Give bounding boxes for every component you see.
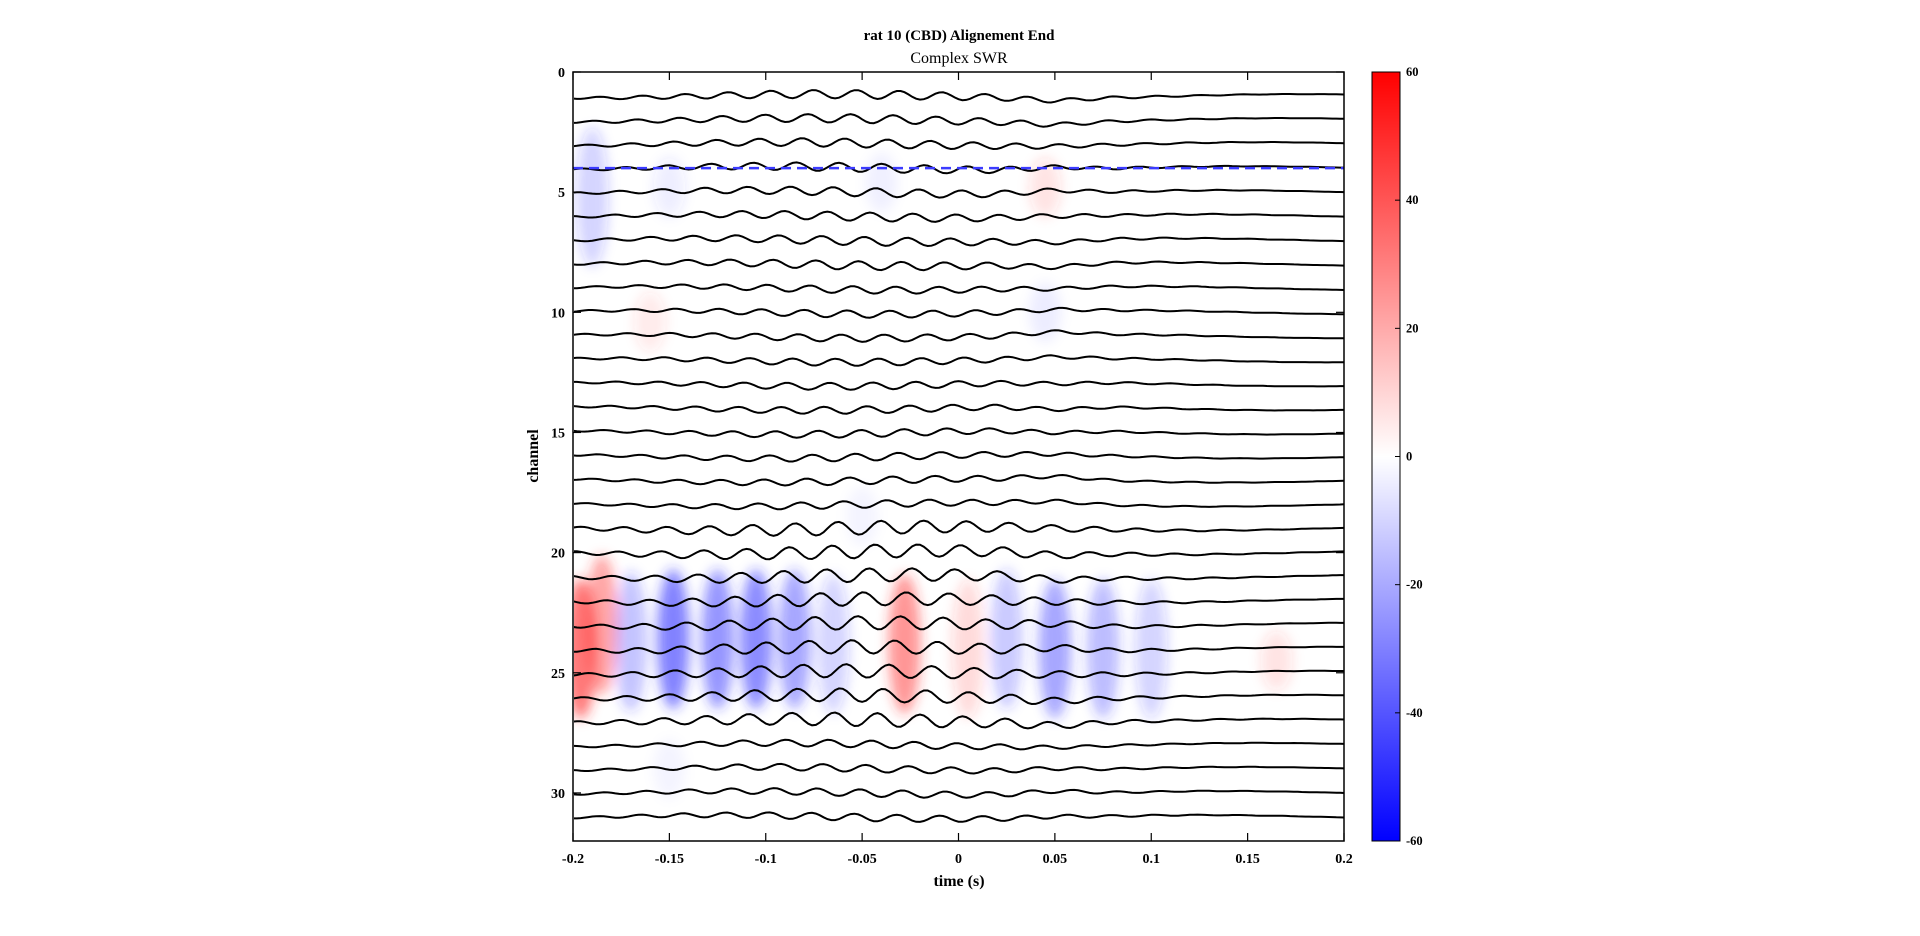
y-axis: 0 5 10 15 20 25 30 [551, 66, 1344, 802]
csd-blob-15 [576, 126, 609, 267]
trace-channel-31 [574, 811, 1344, 823]
trace-channel-18 [574, 498, 1344, 511]
trace-channel-23 [574, 615, 1344, 632]
csd-blob-3 [657, 569, 690, 710]
x-tick-label: -0.1 [755, 852, 777, 867]
y-tick-label: 15 [551, 426, 565, 441]
trace-channel-28 [574, 738, 1344, 751]
csd-blob-14 [1260, 630, 1293, 691]
x-tick-label: 0 [955, 852, 962, 867]
trace-channel-13 [574, 379, 1344, 391]
trace-channel-10 [574, 306, 1344, 319]
lfp-traces [574, 89, 1344, 823]
colorbar-tick-label: 60 [1406, 65, 1419, 79]
trace-channel-1 [574, 89, 1344, 104]
colorbar-axis: -60 -40 -20 0 20 40 60 [1395, 65, 1423, 848]
colorbar-tick-label: 20 [1406, 321, 1419, 335]
csd-blob-21 [846, 486, 879, 547]
trace-channel-5 [574, 185, 1344, 199]
csd-blob-10 [990, 569, 1023, 710]
trace-channel-7 [574, 234, 1344, 248]
trace-channel-20 [574, 543, 1344, 561]
trace-channel-19 [574, 519, 1344, 537]
x-tick-label: 0.1 [1143, 852, 1161, 867]
x-tick-label: -0.15 [655, 852, 684, 867]
trace-channel-3 [574, 137, 1344, 151]
trace-channel-9 [574, 283, 1344, 295]
trace-channel-25 [574, 663, 1344, 680]
trace-channel-24 [574, 639, 1344, 655]
trace-channel-21 [574, 567, 1344, 585]
colorbar-tick-label: -40 [1406, 706, 1423, 720]
csd-heatmap [574, 126, 1293, 799]
csd-blob-19 [634, 291, 667, 352]
csd-blob-7 [817, 573, 850, 714]
trace-channel-6 [574, 209, 1344, 223]
x-tick-label: -0.2 [562, 852, 584, 867]
colorbar-tick-label: 40 [1406, 193, 1419, 207]
chart-title: rat 10 (CBD) Alignement End [864, 28, 1055, 44]
trace-channel-14 [574, 403, 1344, 415]
x-tick-label: 0.05 [1043, 852, 1068, 867]
csd-blob-6 [778, 569, 811, 710]
y-tick-label: 10 [551, 306, 565, 321]
trace-channel-11 [574, 329, 1344, 343]
colorbar-tick-label: 0 [1406, 450, 1412, 464]
y-tick-label: 20 [551, 547, 565, 562]
trace-channel-12 [574, 354, 1344, 367]
colorbar-tick-label: -60 [1406, 834, 1423, 848]
trace-channel-30 [574, 787, 1344, 799]
trace-channel-27 [574, 711, 1344, 730]
trace-channel-2 [574, 113, 1344, 128]
y-axis-label: channel [525, 429, 542, 483]
csd-blob-17 [865, 152, 898, 213]
y-tick-label: 25 [551, 667, 565, 682]
csd-blob-5 [740, 569, 773, 710]
csd-blob-20 [1029, 282, 1062, 343]
csd-blob-4 [701, 569, 734, 710]
y-tick-label: 30 [551, 787, 565, 802]
chart-subtitle: Complex SWR [910, 50, 1008, 67]
csd-blob-16 [653, 157, 686, 218]
x-axis-label: time (s) [933, 873, 984, 890]
x-tick-label: 0.2 [1335, 852, 1353, 867]
trace-channel-15 [574, 427, 1344, 439]
csd-blob-8 [888, 573, 921, 714]
x-tick-label: -0.05 [848, 852, 877, 867]
csd-blob-18 [1029, 157, 1062, 218]
trace-channel-8 [574, 258, 1344, 272]
x-axis: -0.2 -0.15 -0.1 -0.05 0 0.05 0.1 0.15 0.2 [562, 72, 1353, 867]
trace-channel-22 [574, 591, 1344, 608]
trace-channel-16 [574, 450, 1344, 463]
x-tick-label: 0.15 [1235, 852, 1260, 867]
y-tick-label: 0 [558, 66, 565, 81]
trace-channel-17 [574, 473, 1344, 487]
trace-channel-26 [574, 687, 1344, 706]
colorbar-tick-label: -20 [1406, 578, 1423, 592]
trace-channel-29 [574, 762, 1344, 775]
y-tick-label: 5 [558, 186, 565, 201]
csd-blob-2 [614, 571, 647, 712]
